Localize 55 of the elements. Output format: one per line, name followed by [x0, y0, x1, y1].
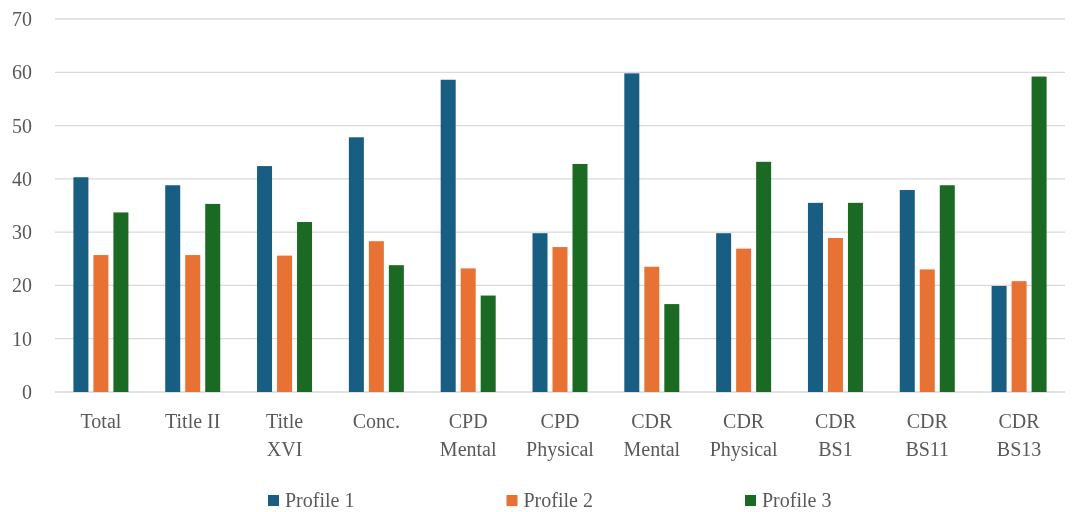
x-tick-label: CDR BS1	[814, 410, 857, 460]
y-tick-label: 50	[12, 114, 32, 137]
bar	[388, 265, 404, 392]
bar	[440, 79, 456, 392]
bar	[205, 203, 221, 392]
bar	[277, 255, 293, 392]
x-tick-label: Title XVI	[266, 410, 304, 460]
bar	[736, 248, 752, 392]
bar	[991, 285, 1007, 392]
bar	[624, 73, 640, 392]
bar	[572, 163, 588, 392]
bar	[827, 238, 843, 392]
bar	[348, 137, 364, 392]
bar	[847, 202, 863, 392]
x-tick-label: Title II	[165, 410, 221, 432]
bar	[532, 233, 548, 392]
x-tick-label: CDR Physical	[709, 410, 778, 461]
x-tick-label: Conc.	[352, 410, 400, 432]
bar	[899, 190, 915, 392]
bar	[552, 247, 568, 392]
bar	[257, 166, 273, 392]
bar	[644, 266, 660, 392]
x-tick-label: CPD Physical	[526, 410, 595, 461]
x-tick-label: Total	[80, 410, 122, 432]
y-tick-label: 70	[12, 8, 32, 30]
y-tick-label: 40	[12, 167, 32, 190]
legend-label: Profile 1	[285, 489, 355, 511]
bar	[73, 177, 89, 392]
x-tick-label: CDR BS11	[905, 410, 950, 460]
bar	[939, 185, 955, 392]
bar	[664, 304, 680, 392]
bar	[165, 185, 181, 392]
bar	[1011, 281, 1027, 392]
bar	[756, 161, 772, 392]
y-tick-label: 20	[12, 274, 32, 297]
x-tick-label: CDR BS13	[996, 410, 1042, 460]
bar	[93, 255, 109, 392]
bar	[919, 269, 935, 392]
x-tick-label: CDR Mental	[623, 410, 681, 460]
y-tick-label: 60	[12, 61, 32, 84]
bar	[480, 295, 496, 392]
y-tick-label: 0	[22, 381, 32, 403]
bar	[460, 268, 476, 392]
bar	[1031, 76, 1047, 392]
bar	[716, 233, 732, 392]
bar	[297, 222, 313, 392]
y-tick-label: 30	[12, 221, 32, 244]
bar	[368, 241, 384, 392]
x-tick-label: CPD Mental	[439, 410, 497, 460]
bar	[185, 255, 201, 392]
bar	[113, 212, 129, 392]
legend-label: Profile 2	[523, 489, 593, 511]
legend-label: Profile 3	[762, 489, 832, 511]
y-tick-label: 10	[12, 327, 32, 350]
bar	[807, 202, 823, 392]
